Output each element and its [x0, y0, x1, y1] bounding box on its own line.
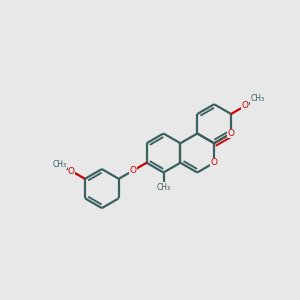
Text: CH₃: CH₃ — [52, 160, 67, 169]
Text: CH₃: CH₃ — [250, 94, 264, 103]
Text: O: O — [211, 158, 218, 167]
Text: O: O — [68, 167, 75, 176]
Text: O: O — [227, 129, 235, 138]
Text: O: O — [242, 101, 249, 110]
Text: O: O — [130, 166, 136, 175]
Text: CH₃: CH₃ — [156, 183, 171, 192]
